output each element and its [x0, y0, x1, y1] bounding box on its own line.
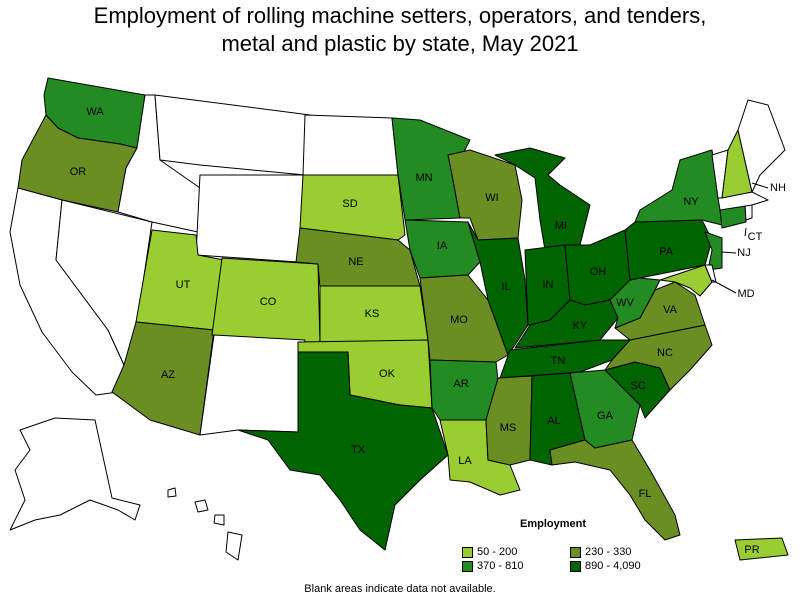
state-label-il: IL: [501, 281, 510, 293]
footnote: Blank areas indicate data not available.: [304, 583, 496, 595]
state-label-la: LA: [458, 455, 472, 467]
state-label-wi: WI: [485, 192, 498, 204]
legend-swatch: [570, 560, 581, 572]
state-labels: WA OR UT AZ CO SD NE KS OK TX MN IA MO AR LA WI IL MI IN OH…: [70, 106, 786, 556]
state-label-mi: MI: [555, 220, 567, 232]
state-label-sd: SD: [342, 198, 357, 210]
state-nm[interactable]: [199, 334, 306, 436]
map-title-line-2: metal and plastic by state, May 2021: [221, 31, 579, 56]
state-label-wv: WV: [616, 297, 634, 309]
state-label-mn: MN: [415, 172, 432, 184]
state-label-nh: NH: [770, 182, 786, 194]
state-wy[interactable]: [195, 174, 306, 263]
state-label-ks: KS: [365, 308, 380, 320]
state-label-pa: PA: [659, 246, 674, 258]
state-label-ut: UT: [176, 279, 191, 291]
state-label-al: AL: [547, 415, 560, 427]
state-label-va: VA: [663, 304, 678, 316]
state-label-nc: NC: [657, 347, 673, 359]
legend-item-bin-4: 890 - 4,090: [570, 560, 641, 572]
legend-label: 50 - 200: [477, 546, 518, 558]
legend-title: Employment: [520, 518, 587, 530]
state-ar[interactable]: [429, 359, 499, 421]
state-label-in: IN: [543, 279, 554, 291]
state-label-ny: NY: [683, 196, 699, 208]
state-label-ga: GA: [597, 410, 614, 422]
state-mo[interactable]: [419, 274, 509, 363]
state-nd[interactable]: [302, 114, 399, 176]
state-mi[interactable]: [494, 147, 591, 251]
map-title-line-1: Employment of rolling machine setters, o…: [93, 3, 707, 28]
state-label-ok: OK: [379, 368, 396, 380]
legend-item-bin-2: 230 - 330: [570, 546, 631, 558]
state-hi[interactable]: [167, 487, 243, 561]
state-label-md: MD: [737, 288, 754, 300]
legend-label: 890 - 4,090: [585, 560, 641, 572]
legend-label: 230 - 330: [585, 546, 632, 558]
state-ak[interactable]: [9, 417, 141, 531]
state-label-ar: AR: [453, 378, 468, 390]
state-label-ne: NE: [348, 256, 363, 268]
state-ny[interactable]: [634, 149, 723, 226]
legend-label: 370 - 810: [477, 560, 524, 572]
state-label-tn: TN: [551, 355, 566, 367]
state-label-ky: KY: [573, 320, 588, 332]
state-label-wa: WA: [86, 106, 104, 118]
state-label-nj: NJ: [737, 247, 750, 259]
state-label-ia: IA: [437, 240, 448, 252]
state-label-ct: CT: [748, 231, 763, 243]
state-label-tx: TX: [351, 444, 366, 456]
legend-swatch: [570, 546, 581, 558]
state-sd[interactable]: [299, 174, 406, 241]
label-leader-lines: [711, 182, 769, 294]
state-mt[interactable]: [154, 94, 311, 176]
legend-item-bin-1: 50 - 200: [462, 546, 517, 558]
legend-item-bin-3: 370 - 810: [462, 560, 523, 572]
state-me[interactable]: [737, 99, 786, 193]
state-label-pr: PR: [744, 544, 759, 556]
state-fl[interactable]: [549, 439, 681, 541]
legend-swatch: [462, 546, 473, 558]
state-label-ms: MS: [500, 422, 517, 434]
map-title: Employment of rolling machine setters, o…: [0, 2, 800, 58]
state-tx[interactable]: [237, 351, 449, 551]
state-label-or: OR: [70, 166, 87, 178]
state-label-oh: OH: [590, 266, 607, 278]
state-nj[interactable]: [704, 231, 723, 271]
state-label-fl: FL: [639, 488, 652, 500]
state-pr[interactable]: [734, 537, 789, 561]
legend-swatch: [462, 560, 473, 572]
state-label-sc: SC: [630, 380, 645, 392]
state-label-co: CO: [260, 296, 277, 308]
state-label-az: AZ: [161, 369, 175, 381]
state-label-mo: MO: [450, 314, 468, 326]
